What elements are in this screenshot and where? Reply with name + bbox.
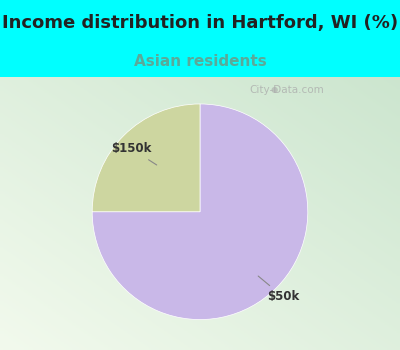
Text: City-Data.com: City-Data.com (249, 85, 324, 95)
Text: $150k: $150k (112, 142, 157, 165)
Text: $50k: $50k (258, 276, 299, 303)
Text: Income distribution in Hartford, WI (%): Income distribution in Hartford, WI (%) (2, 14, 398, 32)
Text: Asian residents: Asian residents (134, 54, 266, 69)
Wedge shape (92, 104, 308, 320)
Text: ●: ● (271, 85, 278, 94)
Wedge shape (92, 104, 200, 212)
